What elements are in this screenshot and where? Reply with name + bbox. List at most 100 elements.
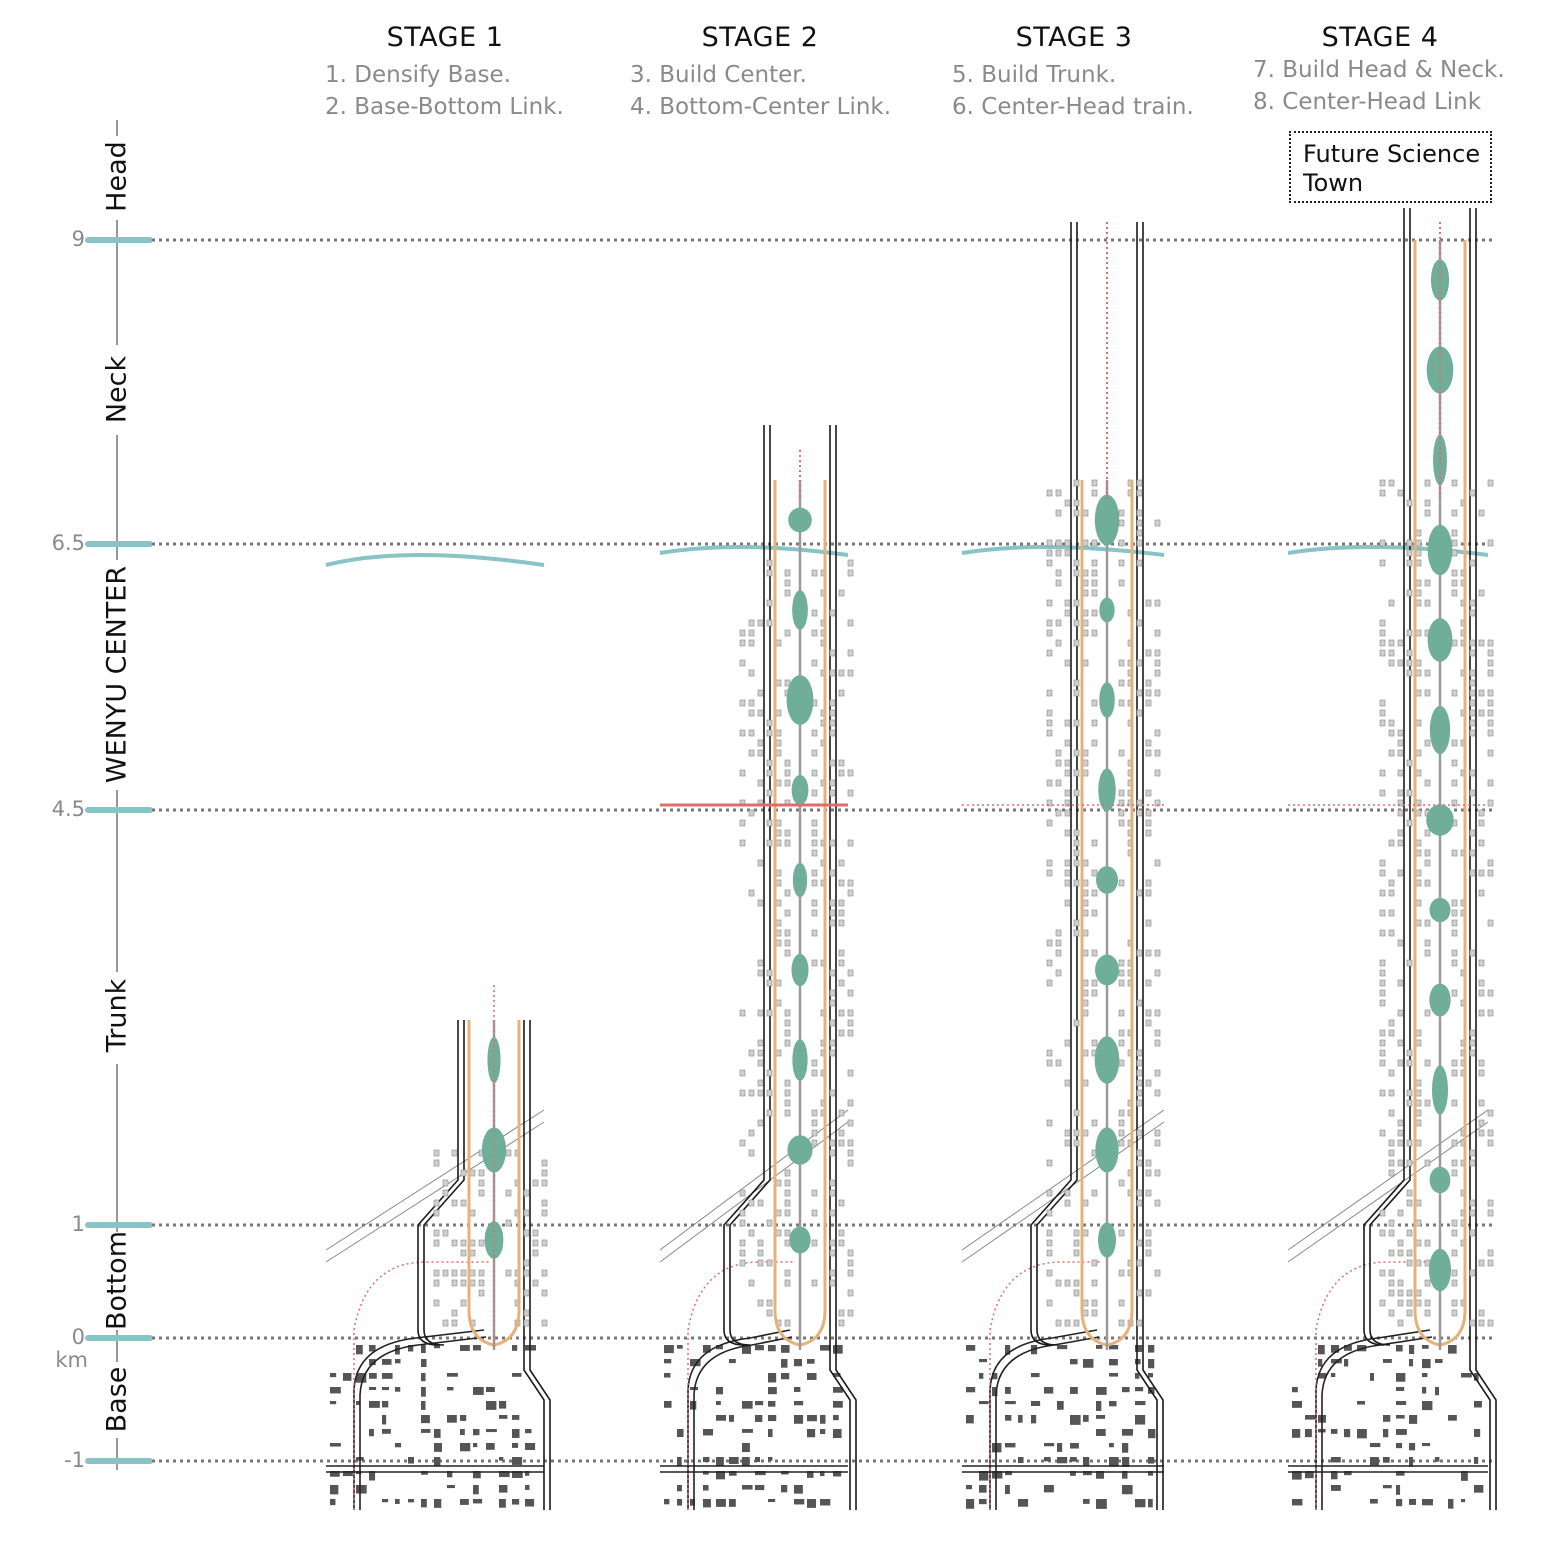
urban-block xyxy=(1415,589,1422,597)
urban-block xyxy=(811,879,818,887)
building xyxy=(690,1499,695,1506)
park-node xyxy=(1095,1127,1119,1173)
urban-block xyxy=(1091,569,1098,577)
urban-block xyxy=(1064,1199,1071,1207)
building xyxy=(382,1429,391,1434)
building xyxy=(1422,1401,1433,1411)
park-node xyxy=(789,1226,811,1254)
building xyxy=(408,1345,414,1352)
building xyxy=(369,1373,377,1379)
urban-block xyxy=(1073,679,1080,687)
urban-block xyxy=(1424,1299,1431,1307)
park-node xyxy=(788,507,812,533)
urban-block xyxy=(1424,1239,1431,1247)
urban-block xyxy=(1415,1109,1422,1117)
urban-block xyxy=(1487,1139,1494,1147)
urban-block xyxy=(1046,549,1053,557)
building xyxy=(1409,1443,1416,1451)
building xyxy=(1135,1345,1143,1352)
building xyxy=(421,1401,426,1410)
urban-block xyxy=(1478,1009,1485,1017)
stage-1-step-1: 1. Densify Base. xyxy=(325,62,511,88)
urban-block xyxy=(1118,579,1125,587)
urban-block xyxy=(838,759,845,767)
urban-block xyxy=(757,969,764,977)
building xyxy=(1109,1401,1117,1407)
urban-block xyxy=(1136,1059,1143,1067)
urban-block xyxy=(784,629,791,637)
urban-block xyxy=(1451,909,1458,917)
park-node xyxy=(1095,954,1119,986)
urban-block xyxy=(811,609,818,617)
building xyxy=(742,1443,750,1453)
urban-block xyxy=(478,1239,485,1247)
urban-block xyxy=(433,1229,440,1237)
urban-block xyxy=(775,939,782,947)
urban-block xyxy=(1091,1309,1098,1317)
building xyxy=(1409,1499,1417,1505)
urban-block xyxy=(1073,829,1080,837)
building xyxy=(1331,1457,1341,1463)
building xyxy=(512,1429,520,1438)
building xyxy=(1396,1345,1403,1352)
building xyxy=(820,1471,825,1477)
urban-block xyxy=(1118,1179,1125,1187)
callout-line-2: Town xyxy=(1303,169,1364,197)
urban-block xyxy=(1415,1119,1422,1127)
building xyxy=(421,1373,426,1382)
urban-block xyxy=(1154,519,1161,527)
urban-block xyxy=(541,1319,548,1327)
urban-block xyxy=(1379,1129,1386,1137)
urban-block xyxy=(838,1239,845,1247)
urban-block xyxy=(1091,589,1098,597)
building xyxy=(1331,1485,1341,1491)
urban-block xyxy=(784,759,791,767)
urban-block xyxy=(838,689,845,697)
urban-block xyxy=(1406,1289,1413,1297)
urban-block xyxy=(523,1269,530,1277)
building xyxy=(729,1457,739,1464)
urban-block xyxy=(541,1159,548,1167)
building xyxy=(1135,1499,1146,1508)
building xyxy=(512,1499,520,1505)
urban-block xyxy=(1118,809,1125,817)
urban-block xyxy=(748,709,755,717)
urban-block xyxy=(1478,989,1485,997)
urban-block xyxy=(1478,1309,1485,1317)
urban-block xyxy=(1154,649,1161,657)
building xyxy=(1018,1499,1029,1507)
urban-block xyxy=(1397,839,1404,847)
urban-block xyxy=(1388,1309,1395,1317)
urban-block xyxy=(1046,539,1053,547)
urban-block xyxy=(1397,1239,1404,1247)
urban-block xyxy=(532,1239,539,1247)
diagonal-road xyxy=(1287,1109,1489,1251)
urban-block xyxy=(748,1279,755,1287)
urban-block xyxy=(1406,499,1413,507)
urban-block xyxy=(757,959,764,967)
urban-block xyxy=(1091,609,1098,617)
urban-block xyxy=(1064,499,1071,507)
urban-block xyxy=(1397,739,1404,747)
urban-block xyxy=(1046,689,1053,697)
urban-block xyxy=(766,1089,773,1097)
urban-block xyxy=(847,789,854,797)
urban-block xyxy=(1082,579,1089,587)
building xyxy=(330,1443,341,1447)
urban-block xyxy=(1397,659,1404,667)
building xyxy=(1031,1401,1041,1406)
urban-block xyxy=(1046,939,1053,947)
building xyxy=(408,1499,414,1503)
urban-block xyxy=(1415,689,1422,697)
urban-block xyxy=(1082,899,1089,907)
building xyxy=(1109,1345,1119,1350)
urban-block xyxy=(1451,899,1458,907)
building xyxy=(716,1401,721,1405)
urban-block xyxy=(1046,489,1053,497)
building xyxy=(434,1429,441,1438)
urban-block xyxy=(1118,539,1125,547)
urban-block xyxy=(811,819,818,827)
urban-block xyxy=(784,1269,791,1277)
future-science-town-callout: Future Science Town xyxy=(1289,131,1492,203)
urban-block xyxy=(766,969,773,977)
